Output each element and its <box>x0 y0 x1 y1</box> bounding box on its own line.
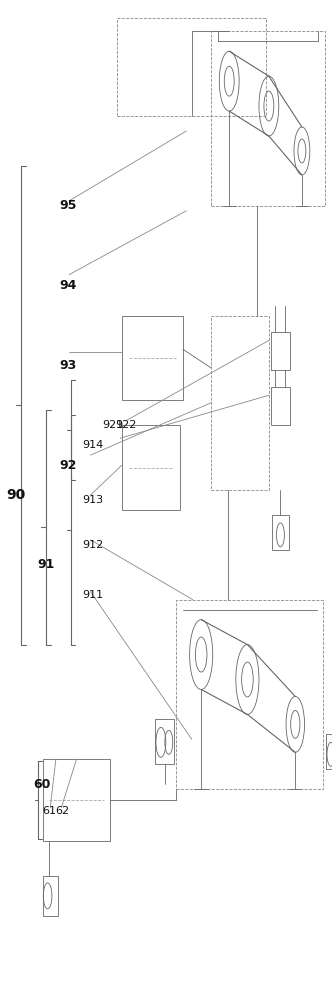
Bar <box>117 18 265 116</box>
Text: 91: 91 <box>38 558 55 571</box>
Bar <box>270 387 290 425</box>
Bar <box>326 734 333 769</box>
Bar <box>122 425 180 510</box>
Bar <box>176 600 323 789</box>
Bar <box>211 316 269 490</box>
Bar <box>43 876 58 916</box>
Bar <box>270 332 290 370</box>
Bar <box>122 316 183 400</box>
Text: 922: 922 <box>115 420 137 430</box>
Text: 93: 93 <box>59 359 77 372</box>
Text: 94: 94 <box>59 279 77 292</box>
Text: 62: 62 <box>55 806 69 816</box>
Text: 90: 90 <box>6 488 26 502</box>
Bar <box>43 759 110 841</box>
Bar <box>272 515 289 550</box>
Text: 914: 914 <box>82 440 104 450</box>
Bar <box>211 31 325 206</box>
Text: 913: 913 <box>82 495 104 505</box>
Text: 911: 911 <box>82 590 104 600</box>
Bar <box>155 719 174 764</box>
Text: 921: 921 <box>102 420 123 430</box>
Text: 95: 95 <box>59 199 77 212</box>
Text: 60: 60 <box>33 778 50 791</box>
Text: 61: 61 <box>43 806 57 816</box>
Text: 92: 92 <box>59 459 77 472</box>
Text: 912: 912 <box>82 540 104 550</box>
